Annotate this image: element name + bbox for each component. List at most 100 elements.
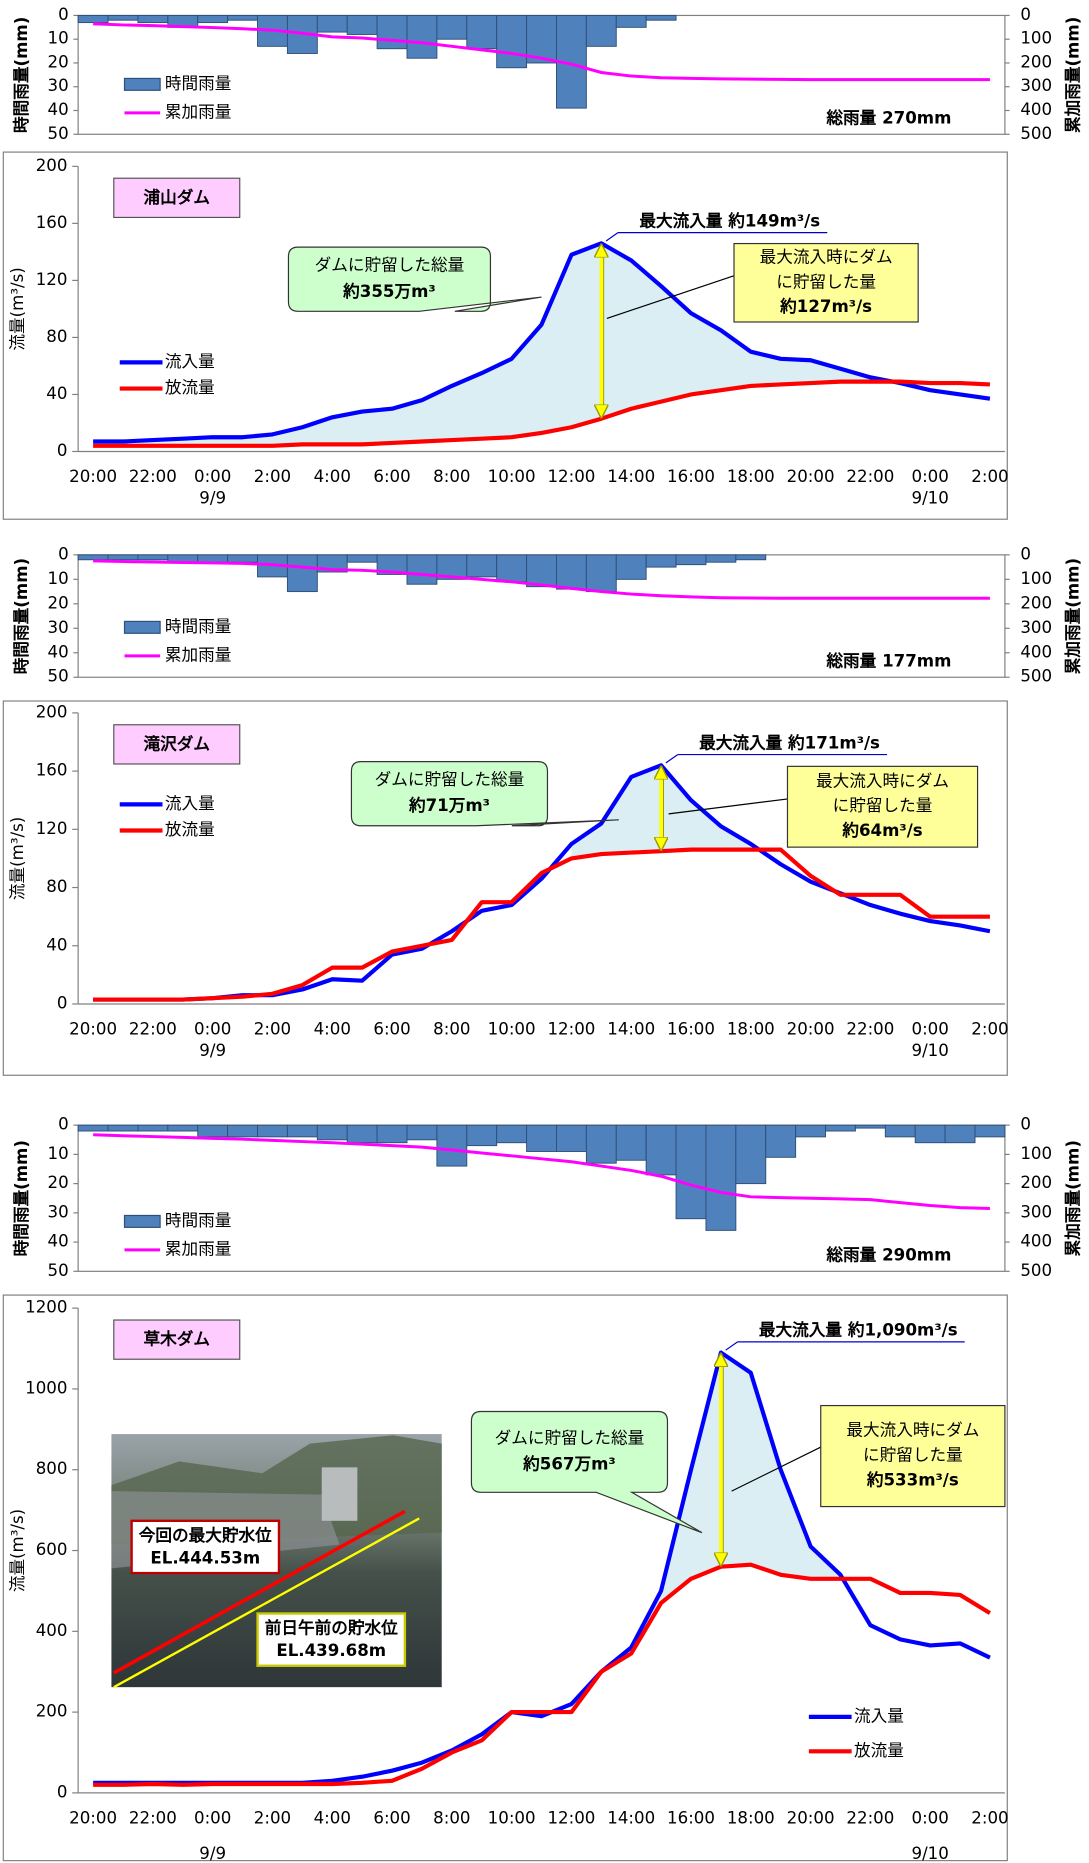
- x-tick-label: 2:00: [971, 1809, 1008, 1828]
- peak-label: 最大流入量 約1,090m³/s: [759, 1320, 958, 1340]
- y2-tick-label: 200: [1020, 1173, 1052, 1192]
- rain-bar: [168, 1125, 198, 1131]
- rain-bar: [287, 555, 317, 592]
- rain-bar: [706, 555, 736, 562]
- total-rainfall: 総雨量 290mm: [825, 1244, 951, 1264]
- x-tick-label: 20:00: [787, 467, 835, 486]
- rain-bar: [975, 1125, 1005, 1137]
- rain-bar: [826, 1125, 856, 1131]
- x-date-label: 9/9: [199, 1844, 226, 1863]
- rain-bar: [287, 1125, 317, 1137]
- y-tick-label: 50: [47, 667, 68, 686]
- y-tick-label: 0: [57, 993, 68, 1012]
- y-axis-title: 流量(m³/s): [8, 817, 27, 900]
- x-tick-label: 14:00: [607, 1020, 655, 1039]
- legend-label: 時間雨量: [165, 74, 232, 93]
- x-tick-label: 16:00: [667, 467, 715, 486]
- rain-bar: [497, 1125, 527, 1143]
- x-tick-label: 8:00: [433, 467, 470, 486]
- rain-bar: [377, 1125, 407, 1143]
- storage-total-text: ダムに貯留した総量: [375, 770, 525, 789]
- storage-peak-text: 約127m³/s: [779, 296, 872, 316]
- rain-bar: [108, 555, 138, 560]
- rain-bar: [796, 1125, 826, 1137]
- page: 010203040500100200300400500時間雨量(mm)累加雨量(…: [0, 0, 1089, 1863]
- rain-bar: [407, 555, 437, 584]
- y-tick-label: 10: [47, 569, 68, 588]
- rain-bar: [646, 15, 676, 20]
- y-axis-title: 流量(m³/s): [8, 1509, 27, 1592]
- y2-axis-title: 累加雨量(mm): [1063, 17, 1082, 133]
- x-tick-label: 20:00: [69, 1020, 117, 1039]
- y-axis-title: 時間雨量(mm): [11, 17, 31, 133]
- rain-bar: [556, 1125, 586, 1151]
- rain-bar: [586, 15, 616, 46]
- y2-tick-label: 500: [1020, 124, 1052, 143]
- x-tick-label: 8:00: [433, 1020, 470, 1039]
- x-tick-label: 14:00: [607, 467, 655, 486]
- x-date-label: 9/10: [911, 1041, 948, 1060]
- storage-peak-text: 最大流入時にダム: [816, 771, 949, 790]
- total-rainfall: 総雨量 177mm: [825, 650, 951, 670]
- x-tick-label: 0:00: [194, 467, 231, 486]
- rain-bar: [467, 15, 497, 48]
- y-tick-label: 20: [47, 1173, 68, 1192]
- y-tick-label: 600: [36, 1540, 68, 1559]
- x-tick-label: 0:00: [194, 1020, 231, 1039]
- rain-bar: [616, 555, 646, 579]
- rain-bar: [78, 15, 108, 22]
- rain-bar: [228, 15, 258, 20]
- rain-bar: [198, 555, 228, 562]
- rain-bar: [347, 1125, 377, 1143]
- y-tick-label: 1200: [25, 1298, 67, 1317]
- rain-bar: [467, 555, 497, 577]
- x-tick-label: 0:00: [911, 1809, 948, 1828]
- rain-bar: [228, 555, 258, 562]
- legend-label: 放流量: [854, 1741, 904, 1760]
- chart-sheet: 010203040500100200300400500時間雨量(mm)累加雨量(…: [0, 0, 1089, 1863]
- y-tick-label: 50: [47, 124, 68, 143]
- storage-peak-text: 最大流入時にダム: [846, 1421, 979, 1440]
- y2-tick-label: 100: [1020, 29, 1052, 48]
- storage-peak-text: 最大流入時にダム: [760, 247, 893, 266]
- x-tick-label: 14:00: [607, 1809, 655, 1828]
- rain-bar: [736, 555, 766, 560]
- x-tick-label: 20:00: [787, 1809, 835, 1828]
- y-tick-label: 10: [47, 1144, 68, 1163]
- x-tick-label: 20:00: [69, 1809, 117, 1828]
- legend-label: 累加雨量: [165, 645, 232, 664]
- x-tick-label: 12:00: [547, 467, 595, 486]
- x-tick-label: 22:00: [846, 467, 894, 486]
- x-tick-label: 22:00: [846, 1020, 894, 1039]
- rain-bar: [138, 15, 168, 22]
- y-tick-label: 160: [36, 761, 68, 780]
- rain-bar: [497, 555, 527, 582]
- rain-bar: [497, 15, 527, 67]
- legend-label: 累加雨量: [165, 102, 232, 121]
- legend-label: 時間雨量: [165, 617, 232, 636]
- x-tick-label: 2:00: [254, 467, 291, 486]
- x-tick-label: 12:00: [547, 1020, 595, 1039]
- y-tick-label: 40: [46, 384, 67, 403]
- x-date-label: 9/9: [199, 1041, 226, 1060]
- storage-total-text: ダムに貯留した総量: [495, 1428, 645, 1447]
- rain-bar: [108, 15, 138, 20]
- x-tick-label: 22:00: [129, 1020, 177, 1039]
- rain-bar: [258, 1125, 288, 1137]
- storage-peak-text: に貯留した量: [863, 1446, 963, 1465]
- x-tick-label: 2:00: [254, 1020, 291, 1039]
- y-tick-label: 200: [36, 702, 68, 721]
- y-tick-label: 400: [36, 1621, 68, 1640]
- y2-axis-title: 累加雨量(mm): [1063, 1140, 1082, 1256]
- y-tick-label: 40: [47, 100, 68, 119]
- x-tick-label: 0:00: [911, 1020, 948, 1039]
- y-tick-label: 1000: [25, 1378, 67, 1397]
- rain-bar: [527, 555, 557, 587]
- rain-bar: [616, 15, 646, 27]
- legend-label: 流入量: [165, 794, 215, 813]
- y-tick-label: 30: [47, 1202, 68, 1221]
- x-tick-label: 6:00: [373, 1020, 410, 1039]
- y-tick-label: 800: [36, 1459, 68, 1478]
- reservoir-photo: 今回の最大貯水位EL.444.53m前日午前の貯水位EL.439.68m: [111, 1434, 441, 1687]
- peak-label: 最大流入量 約149m³/s: [639, 210, 820, 230]
